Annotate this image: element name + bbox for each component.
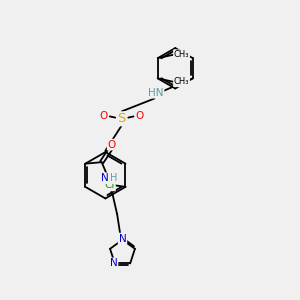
Text: H: H [110, 173, 117, 183]
Text: O: O [136, 111, 144, 122]
Text: N: N [118, 234, 126, 244]
Text: HN: HN [148, 88, 164, 98]
Text: O: O [108, 140, 116, 150]
Text: S: S [118, 112, 126, 125]
Text: Cl: Cl [105, 180, 115, 190]
Text: N: N [101, 173, 109, 183]
Text: O: O [100, 111, 108, 122]
Text: CH₃: CH₃ [174, 77, 189, 86]
Text: N: N [110, 258, 118, 268]
Text: CH₃: CH₃ [174, 50, 189, 59]
